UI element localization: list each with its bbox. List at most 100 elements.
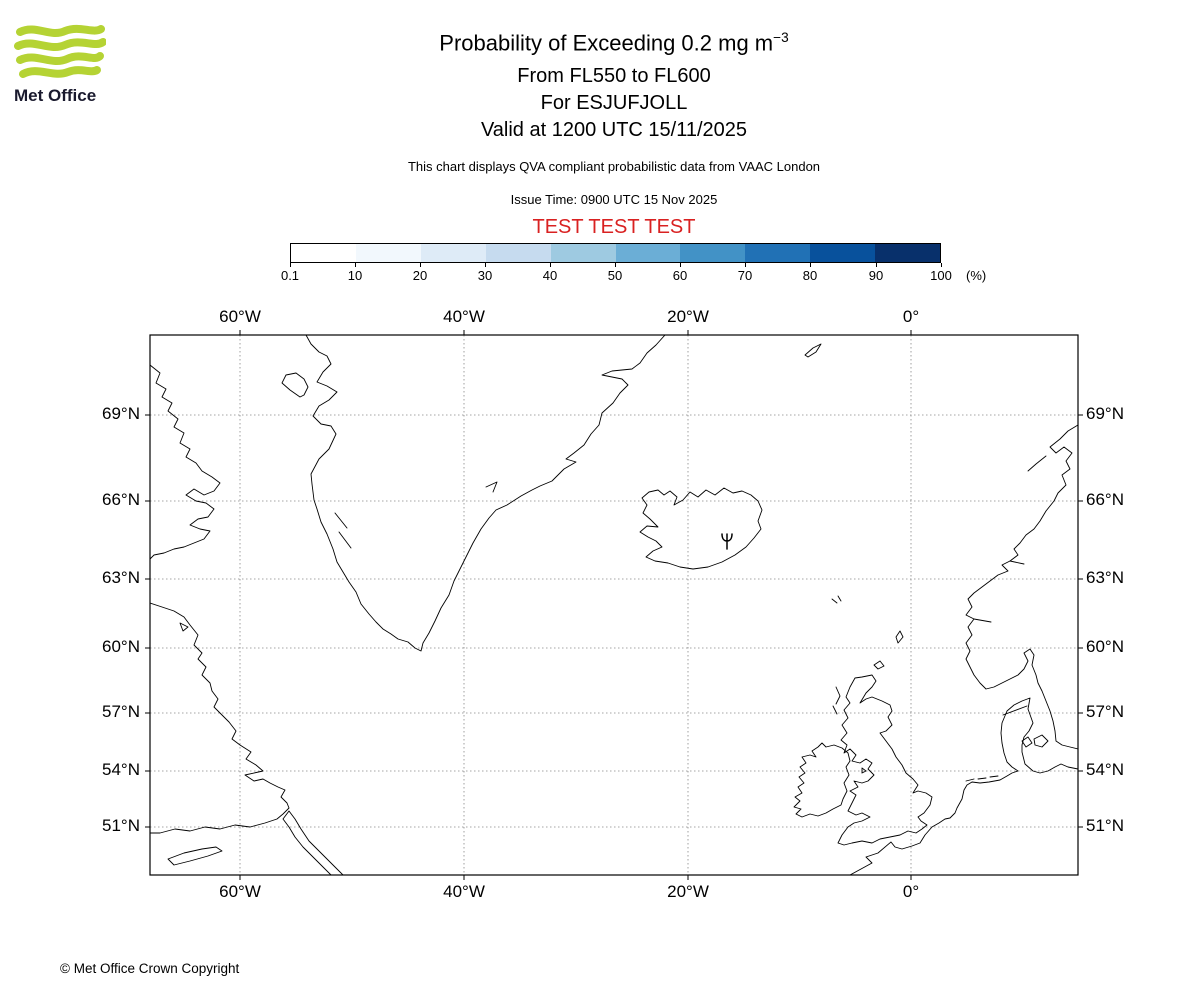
islands-shetland <box>895 630 904 644</box>
colorbar-tick <box>876 263 877 267</box>
met-office-logo-waves <box>14 24 106 78</box>
map-border <box>149 334 1079 876</box>
lat-label-left-66n: 66°N <box>102 490 140 509</box>
limfjord-line <box>1002 705 1028 716</box>
lat-label-left-69n: 69°N <box>102 404 140 423</box>
colorbar-segment <box>550 244 616 262</box>
colorbar-segment <box>291 244 356 262</box>
lon-label-top-60w: 60°W <box>219 307 261 326</box>
colorbar-tick <box>420 263 421 267</box>
lat-label-left-57n: 57°N <box>102 702 140 721</box>
page-title-text: Probability of Exceeding 0.2 mg m <box>439 30 774 56</box>
isle-of-man <box>861 767 867 774</box>
colorbar-tick-label: 70 <box>737 268 753 283</box>
lat-label-left-51n: 51°N <box>102 816 140 835</box>
colorbar-tick <box>485 263 486 267</box>
islands-wadden <box>965 775 999 782</box>
probability-colorbar <box>290 243 941 263</box>
lat-label-right-54n: 54°N <box>1086 760 1124 779</box>
coastline-norway-sweden <box>965 424 1078 750</box>
coastline-continental-europe <box>849 697 1078 875</box>
coastline-iceland <box>639 487 763 570</box>
islands-faroe <box>831 595 842 604</box>
colorbar-tick-label: 90 <box>868 268 884 283</box>
test-banner: TEST TEST TEST <box>532 216 696 238</box>
colorbar-tick-label: 50 <box>607 268 623 283</box>
coastline-labrador <box>150 602 290 834</box>
lon-label-bottom-20w: 20°W <box>667 882 709 901</box>
colorbar-segment <box>420 244 486 262</box>
page-title: Probability of Exceeding 0.2 mg m−3 <box>14 30 1200 56</box>
lat-label-right-66n: 66°N <box>1086 490 1124 509</box>
lat-label-left-63n: 63°N <box>102 568 140 587</box>
volcano-marker <box>721 533 733 550</box>
island-resolution <box>179 622 189 632</box>
lat-label-right-57n: 57°N <box>1086 702 1124 721</box>
colorbar-segment <box>485 244 551 262</box>
colorbar-unit-label: (%) <box>966 268 987 283</box>
colorbar-tick-label: 40 <box>542 268 558 283</box>
colorbar-tick-label: 0.1 <box>280 268 300 283</box>
lon-label-top-40w: 40°W <box>443 307 485 326</box>
lat-label-right-63n: 63°N <box>1086 568 1124 587</box>
colorbar-segment <box>875 244 941 262</box>
lat-label-right-69n: 69°N <box>1086 404 1124 423</box>
lat-label-left-60n: 60°N <box>102 637 140 656</box>
colorbar-tick <box>615 263 616 267</box>
fjord-marks-norway <box>973 455 1047 623</box>
colorbar-tick-label: 100 <box>930 268 952 283</box>
met-office-logo-text: Met Office <box>14 86 97 105</box>
island-funen <box>1021 736 1033 748</box>
colorbar-tick-label: 80 <box>802 268 818 283</box>
qva-compliance-note: This chart displays QVA compliant probab… <box>407 159 821 174</box>
volcano-name-line: For ESJUFJOLL <box>540 92 688 114</box>
flight-level-range: From FL550 to FL600 <box>517 65 711 87</box>
colorbar-segment <box>615 244 681 262</box>
coastlines <box>150 335 1078 875</box>
colorbar-tick-label: 10 <box>347 268 363 283</box>
colorbar-tick-label: 60 <box>672 268 688 283</box>
lat-label-right-51n: 51°N <box>1086 816 1124 835</box>
lon-label-top-0: 0° <box>902 307 920 326</box>
met-office-logo: Met Office <box>14 22 114 106</box>
colorbar-segment <box>810 244 876 262</box>
islands-hebrides <box>832 686 841 715</box>
island-jan-mayen <box>804 343 822 358</box>
colorbar-tick <box>290 263 291 267</box>
coastline-great-britain <box>837 674 933 846</box>
colorbar-segment <box>680 244 746 262</box>
island-zealand <box>1033 734 1049 748</box>
colorbar-tick <box>680 263 681 267</box>
lat-label-right-60n: 60°N <box>1086 637 1124 656</box>
coastline-ireland <box>793 742 851 818</box>
map-canvas <box>145 330 1083 880</box>
colorbar-tick <box>550 263 551 267</box>
newfoundland-peninsula <box>282 810 344 875</box>
graticule-gridlines <box>150 335 1078 875</box>
island-anticosti <box>167 846 223 866</box>
colorbar-tick-label: 20 <box>412 268 428 283</box>
colorbar-tick <box>941 263 942 267</box>
lon-label-bottom-40w: 40°W <box>443 882 485 901</box>
colorbar-segment <box>355 244 421 262</box>
colorbar-tick-label: 30 <box>477 268 493 283</box>
copyright-notice: © Met Office Crown Copyright <box>60 961 240 976</box>
axis-tick-marks <box>145 330 1083 880</box>
colorbar-tick <box>355 263 356 267</box>
valid-time-line: Valid at 1200 UTC 15/11/2025 <box>480 119 748 141</box>
lon-label-top-20w: 20°W <box>667 307 709 326</box>
lon-label-bottom-60w: 60°W <box>219 882 261 901</box>
coastline-greenland <box>305 335 666 652</box>
fjord-marks-greenland <box>334 481 498 549</box>
island-disko <box>281 372 309 398</box>
lat-label-left-54n: 54°N <box>102 760 140 779</box>
colorbar-tick <box>810 263 811 267</box>
islands-orkney <box>873 660 885 670</box>
colorbar-segment <box>745 244 811 262</box>
issue-time: Issue Time: 0900 UTC 15 Nov 2025 <box>510 192 718 207</box>
coastline-baffin <box>150 364 221 560</box>
page-title-superscript: −3 <box>773 30 789 45</box>
colorbar-tick <box>745 263 746 267</box>
lon-label-bottom-0: 0° <box>902 882 920 901</box>
